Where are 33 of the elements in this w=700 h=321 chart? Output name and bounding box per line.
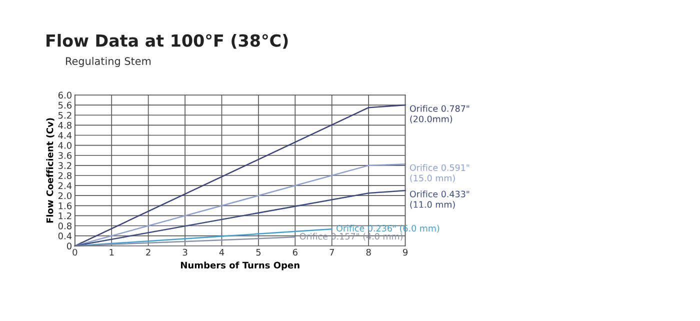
- y-tick-label: 0: [66, 242, 72, 250]
- y-tick-label: 4.4: [58, 132, 72, 139]
- y-tick-label: 5.2: [58, 112, 72, 119]
- y-tick-label: 1.2: [58, 212, 72, 220]
- x-tick-label: 1: [110, 248, 114, 256]
- y-tick-label: 6.0: [58, 92, 72, 99]
- y-tick-label: 2.8: [58, 172, 72, 180]
- y-tick-label: 0.4: [58, 232, 72, 240]
- x-tick-label: 9: [402, 248, 408, 256]
- y-tick-label: 3.2: [58, 162, 72, 169]
- x-tick-label: 4: [219, 248, 224, 256]
- y-tick-label: 5.6: [58, 102, 72, 109]
- y-tick-label: 2.0: [58, 192, 72, 200]
- x-tick-label: 5: [256, 248, 261, 256]
- x-tick-label: 6: [292, 248, 298, 256]
- x-tick-label: 0: [72, 248, 78, 256]
- x-tick-label: 2: [146, 248, 150, 256]
- chart-subtitle: Regulating Stem: [66, 56, 151, 68]
- chart-title: Flow Data at 100°F (38°C): [46, 34, 288, 49]
- series-label: Orifice 0.433" (11.0 mm): [410, 190, 470, 209]
- y-tick-label: 2.4: [58, 182, 72, 189]
- y-tick-label: 0.8: [58, 222, 72, 230]
- series-label: Orifice 0.591" (15.0 mm): [410, 164, 470, 182]
- x-tick-label: 7: [330, 248, 334, 256]
- y-tick-label: 1.6: [58, 202, 72, 210]
- y-tick-label: 4.8: [58, 122, 72, 129]
- x-tick-label: 3: [182, 248, 188, 256]
- y-axis-title: Flow Coefficient (Cv): [46, 118, 54, 223]
- y-tick-label: 4.0: [58, 142, 72, 149]
- series-label: Orifice 0.787" (20.0mm): [410, 105, 470, 124]
- x-tick-label: 8: [366, 248, 371, 256]
- y-tick-label: 3.6: [58, 152, 72, 159]
- x-axis-title: Numbers of Turns Open: [180, 262, 300, 270]
